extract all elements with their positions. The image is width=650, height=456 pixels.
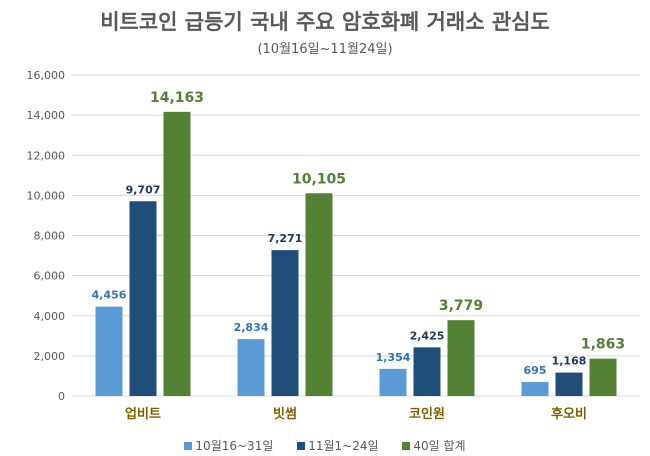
data-label: 10,105: [292, 171, 346, 187]
data-label: 9,707: [126, 183, 161, 196]
legend-item-series-3: 40일 합계: [402, 437, 466, 454]
data-label: 4,456: [92, 289, 127, 302]
x-category-label: 후오비: [551, 406, 587, 422]
data-label: 2,425: [410, 329, 445, 342]
legend-label-2: 11월1~24일: [308, 439, 379, 453]
y-tick-label: 12,000: [27, 149, 66, 162]
y-tick-label: 8,000: [34, 230, 66, 243]
legend-swatch-1: [184, 441, 193, 450]
legend-label-1: 10월16~31일: [195, 439, 274, 453]
chart-subtitle: (10월16일~11월24일): [257, 42, 393, 57]
bar: [521, 382, 549, 396]
legend-label-3: 40일 합계: [413, 439, 466, 453]
y-tick-label: 4,000: [34, 310, 66, 323]
bar: [271, 250, 299, 396]
y-tick-label: 0: [58, 390, 65, 403]
data-label: 2,834: [234, 321, 269, 334]
legend-item-series-1: 10월16~31일: [184, 437, 273, 454]
bar: [95, 306, 123, 396]
data-label: 695: [524, 364, 547, 377]
data-label: 14,163: [150, 90, 204, 106]
bar: [447, 320, 475, 396]
bar: [163, 111, 191, 397]
y-tick-label: 10,000: [27, 189, 66, 202]
data-label: 1,354: [376, 351, 411, 364]
x-category-label: 코인원: [409, 406, 445, 422]
data-label: 1,863: [581, 337, 625, 353]
data-label: 3,779: [439, 298, 483, 314]
y-tick-label: 6,000: [34, 270, 66, 283]
bar: [555, 372, 583, 396]
bar: [237, 339, 265, 396]
data-label: 7,271: [268, 232, 303, 245]
bar: [413, 347, 441, 396]
x-category-label: 업비트: [125, 407, 161, 422]
bar: [379, 368, 407, 396]
y-tick-label: 16,000: [27, 69, 66, 82]
y-tick-label: 2,000: [34, 350, 66, 363]
legend-item-series-2: 11월1~24일: [297, 437, 379, 454]
bar: [129, 201, 157, 396]
data-label: 1,168: [552, 355, 587, 368]
chart-title: 비트코인 급등기 국내 주요 암호화폐 거래소 관심도: [100, 10, 550, 34]
bar: [305, 193, 333, 396]
x-category-label: 빗썸: [273, 406, 297, 422]
y-tick-label: 14,000: [27, 109, 66, 122]
legend-swatch-3: [402, 441, 411, 450]
legend-swatch-2: [297, 441, 306, 450]
bar: [589, 358, 617, 396]
legend: 10월16~31일 11월1~24일 40일 합계: [0, 437, 650, 454]
